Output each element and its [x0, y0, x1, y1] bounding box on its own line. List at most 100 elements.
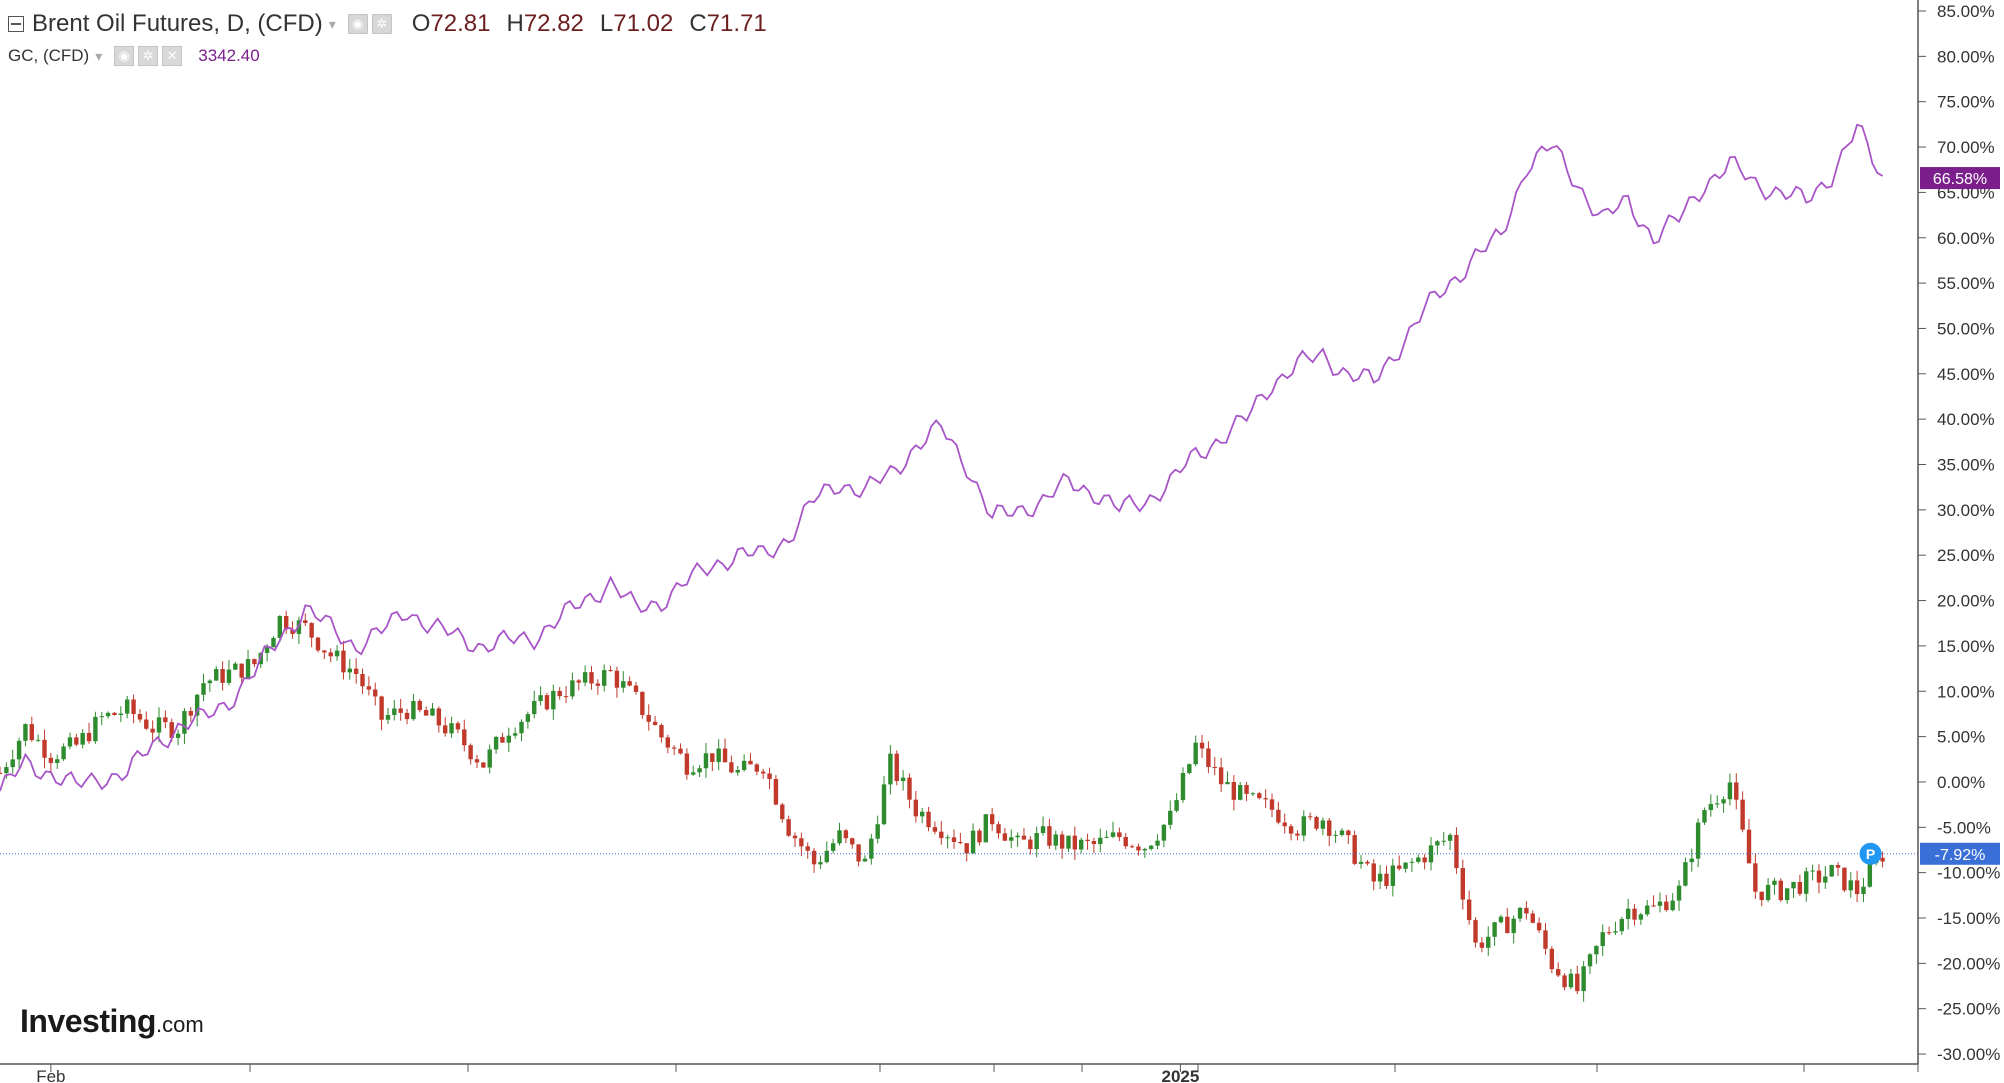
investing-logo: Investing.com — [20, 1003, 204, 1040]
y-tick-label: -10.00% — [1937, 864, 2000, 883]
candle-body — [582, 672, 588, 683]
candle-body — [1854, 880, 1860, 895]
candle-body — [1123, 837, 1128, 847]
candle — [818, 855, 823, 870]
candle — [1098, 828, 1103, 853]
candle — [328, 648, 333, 663]
ohlc-key-o: O — [411, 10, 431, 37]
visibility-icon[interactable]: ◉ — [347, 14, 368, 34]
visibility-icon[interactable]: ◉ — [114, 46, 135, 66]
candle — [1708, 794, 1714, 817]
candle-body — [1053, 834, 1058, 846]
candle-body — [112, 712, 117, 716]
candle-body — [1390, 865, 1396, 886]
candle — [443, 717, 448, 737]
p-badge[interactable] — [1859, 842, 1882, 865]
candle-body — [156, 717, 162, 733]
candle-body — [1683, 862, 1688, 886]
candle-body — [436, 708, 442, 726]
candle-body — [404, 712, 410, 720]
candle — [1727, 773, 1733, 806]
candle — [1784, 888, 1790, 904]
chevron-down-icon[interactable]: ▾ — [328, 15, 336, 32]
candle-body — [284, 615, 289, 630]
candle — [1301, 810, 1306, 842]
candle-body — [1358, 861, 1364, 864]
p-badge-label[interactable]: P — [1866, 846, 1875, 862]
candle-body — [1638, 914, 1644, 920]
candle — [595, 679, 601, 695]
candle — [1486, 926, 1491, 956]
candle-body — [1759, 891, 1764, 901]
candle-body — [951, 837, 957, 843]
candle-body — [1778, 880, 1783, 901]
candle-body — [61, 746, 66, 760]
y-axis: 85.00%80.00%75.00%70.00%65.00%60.00%55.0… — [1917, 0, 2000, 1064]
candle-body — [1594, 945, 1599, 955]
y-tick-label: 20.00% — [1937, 592, 1995, 611]
candle — [1695, 818, 1701, 868]
candle — [767, 767, 772, 790]
candle-body — [1848, 880, 1853, 891]
candle — [0, 766, 3, 775]
candle — [1377, 865, 1383, 890]
candle — [1823, 866, 1828, 889]
candle-body — [1301, 816, 1306, 836]
candle — [105, 711, 111, 719]
candle-body — [939, 831, 944, 839]
plot-area[interactable]: P — [0, 123, 1918, 1002]
candle — [29, 716, 34, 742]
candle — [417, 699, 422, 713]
candle-body — [1486, 936, 1491, 948]
candle — [1079, 837, 1084, 854]
candle — [1066, 835, 1071, 853]
close-icon[interactable]: ✕ — [162, 46, 183, 66]
candle-body — [1543, 930, 1548, 949]
candle — [1778, 878, 1783, 902]
sub-series-title: GC, (CFD) — [8, 46, 90, 65]
candle — [1085, 833, 1090, 850]
candle — [773, 775, 779, 806]
candle — [1028, 836, 1033, 855]
candle — [1804, 867, 1809, 902]
candle-body — [468, 745, 473, 760]
candle — [1791, 881, 1796, 898]
candle — [48, 752, 54, 774]
candle-body — [989, 814, 995, 825]
gear-icon[interactable]: ✲ — [371, 14, 392, 34]
candle-body — [125, 699, 130, 714]
candle-body — [652, 721, 658, 726]
candle — [589, 666, 594, 690]
candle — [137, 709, 143, 723]
y-tick-label: -15.00% — [1937, 909, 2000, 928]
candle — [652, 715, 658, 726]
candle-body — [684, 753, 690, 775]
candle — [856, 844, 861, 867]
candle — [557, 687, 562, 700]
chevron-down-icon[interactable]: ▾ — [95, 47, 103, 64]
candle-body — [532, 700, 537, 715]
candle — [691, 765, 696, 776]
candle — [1295, 830, 1300, 841]
candle-body — [1028, 839, 1033, 849]
candle-body — [1823, 876, 1828, 883]
ohlc-value-o: 72.81 — [430, 10, 491, 37]
gear-icon[interactable]: ✲ — [138, 46, 159, 66]
candle — [1422, 854, 1427, 870]
candle-body — [697, 768, 702, 773]
candle-body — [474, 759, 480, 763]
candle — [1740, 791, 1745, 833]
candle — [1479, 937, 1485, 953]
collapse-icon[interactable] — [8, 16, 24, 32]
candle-body — [1244, 785, 1249, 794]
candle-body — [163, 717, 168, 723]
candle — [678, 743, 683, 755]
candle-body — [1657, 901, 1663, 906]
candle-body — [1199, 742, 1205, 749]
ohlc-value-l: 71.02 — [613, 10, 674, 37]
ohlc-value-h: 72.82 — [523, 10, 584, 37]
candle-body — [1015, 835, 1020, 838]
candle-body — [843, 830, 849, 839]
candle-body — [1403, 862, 1408, 869]
candle-body — [1441, 840, 1446, 842]
